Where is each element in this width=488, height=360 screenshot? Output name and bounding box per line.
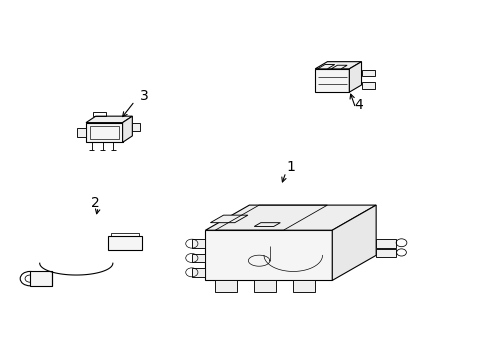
Text: 3: 3 bbox=[140, 89, 149, 103]
Bar bbox=[108, 236, 142, 250]
Polygon shape bbox=[86, 116, 132, 123]
Bar bbox=[361, 82, 374, 89]
Bar bbox=[191, 239, 205, 248]
Polygon shape bbox=[132, 123, 140, 131]
Polygon shape bbox=[331, 205, 375, 280]
Bar bbox=[254, 280, 276, 292]
Polygon shape bbox=[330, 65, 346, 69]
Bar bbox=[93, 112, 105, 116]
Bar bbox=[30, 271, 52, 286]
Text: 4: 4 bbox=[354, 98, 363, 112]
Bar bbox=[375, 249, 395, 257]
Polygon shape bbox=[348, 62, 361, 92]
Polygon shape bbox=[210, 215, 247, 223]
Polygon shape bbox=[205, 230, 331, 280]
Bar bbox=[361, 69, 374, 76]
Polygon shape bbox=[122, 116, 132, 142]
Bar bbox=[375, 239, 395, 248]
Bar bbox=[111, 233, 139, 236]
Polygon shape bbox=[254, 223, 280, 226]
Bar bbox=[77, 128, 86, 137]
Bar bbox=[90, 126, 119, 139]
Polygon shape bbox=[317, 64, 334, 69]
Bar bbox=[191, 268, 205, 277]
Text: 1: 1 bbox=[286, 161, 295, 175]
Bar bbox=[215, 280, 237, 292]
Bar bbox=[315, 69, 348, 92]
Bar bbox=[293, 280, 315, 292]
Bar bbox=[191, 253, 205, 262]
Polygon shape bbox=[315, 62, 361, 69]
Polygon shape bbox=[205, 205, 375, 230]
Bar bbox=[86, 123, 122, 142]
Text: 2: 2 bbox=[91, 196, 100, 210]
